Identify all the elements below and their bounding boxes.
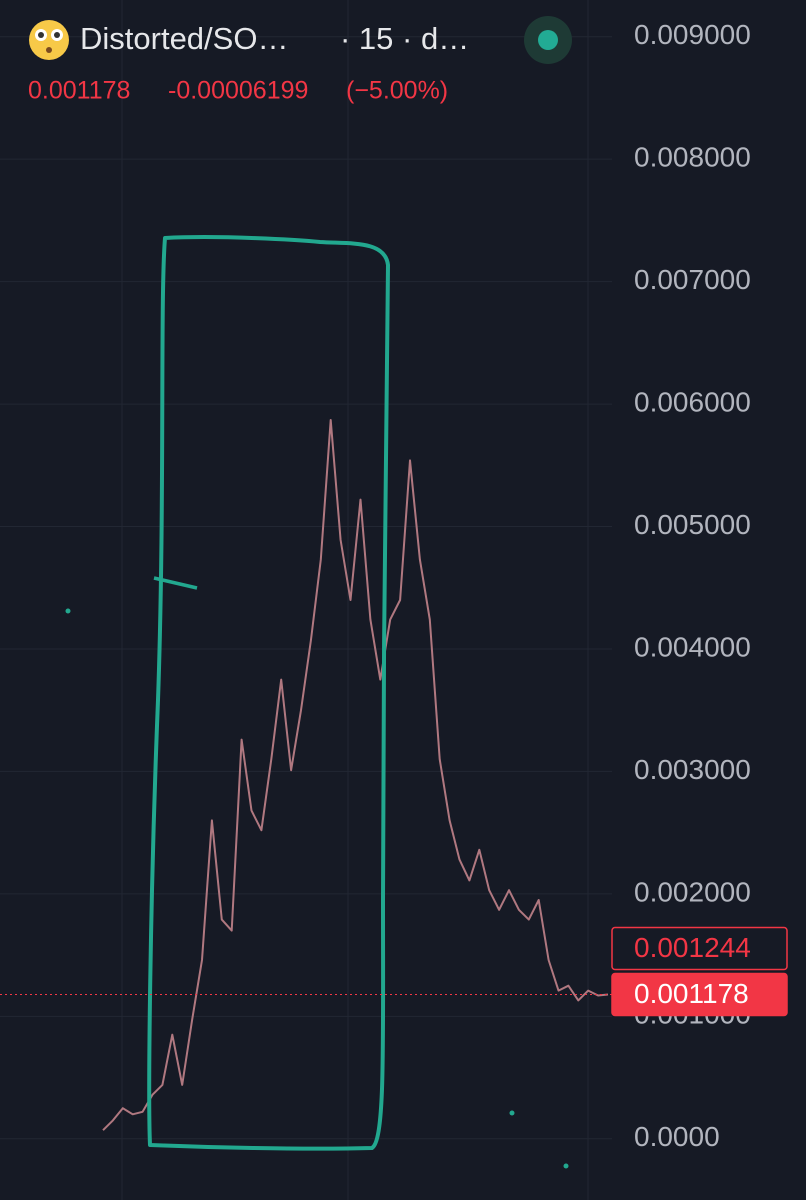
annotation-dot [65,608,71,614]
y-axis: 0.00000.0010000.0020000.0030000.0040000.… [634,19,751,1152]
y-tick-label: 0.002000 [634,876,751,907]
price-line [102,419,609,1131]
status-dot[interactable] [538,30,558,50]
price-label: 0.001244 [634,932,751,963]
annotation-dot [563,1163,569,1169]
y-tick-label: 0.008000 [634,142,751,173]
price-label: 0.001178 [634,978,749,1009]
symbol: Distorted/SO… [80,21,288,56]
annotation-dot [509,1110,515,1116]
y-tick-label: 0.006000 [634,386,751,417]
change-pct: (−5.00%) [346,77,448,105]
y-tick-label: 0.003000 [634,754,751,785]
emoji-icon [29,20,69,60]
y-tick-label: 0.004000 [634,631,751,662]
grid [0,36,612,1140]
y-tick-label: 0.005000 [634,509,751,540]
price-labels: 0.001244 0.001178 [0,926,788,1017]
y-tick-label: 0.0000 [634,1121,720,1152]
price-box [611,972,788,1017]
interval: · 15 · d… [340,21,469,56]
y-tick-label: 0.007000 [634,264,751,295]
y-tick-label: 0.009000 [634,19,751,50]
plot [102,419,609,1131]
price-box [611,926,788,971]
annotation-stroke [153,576,198,590]
annotation-box [147,235,390,1151]
last-price: 0.001178 [28,77,130,105]
change: -0.00006199 [168,77,308,105]
